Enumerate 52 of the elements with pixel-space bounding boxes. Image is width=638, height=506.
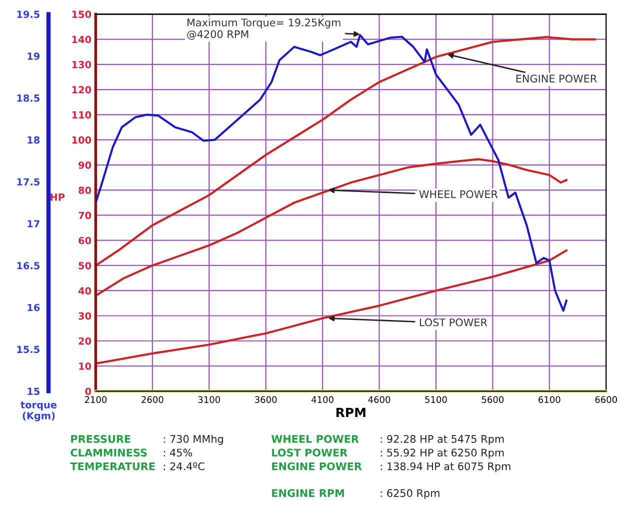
- line-series: [96, 249, 568, 365]
- x-tick-label: 4600: [368, 396, 390, 403]
- annotation: LOST POWER: [420, 318, 488, 326]
- text: CLAMMINESS : 45%: [70, 448, 192, 457]
- y-tick-label: 90: [78, 161, 92, 169]
- x-tick-label: 2100: [84, 396, 107, 403]
- y2-axis-title: torque (Kgm): [20, 401, 57, 422]
- x-tick-label: 4100: [312, 396, 334, 403]
- text: ENGINE POWER : 138.94 HP at 6075 Rpm: [272, 462, 510, 472]
- y2-tick-label: 17: [28, 220, 40, 228]
- y-tick-label: 70: [78, 212, 92, 220]
- y-tick-label: 0: [85, 388, 92, 395]
- text: WHEEL POWER : 92.28 HP at 5475 Rpm: [271, 435, 504, 445]
- y-tick-label: 100: [72, 136, 92, 144]
- y-tick-label: 110: [72, 111, 92, 119]
- y2-tick-label: 18: [28, 136, 40, 144]
- y-tick-label: 40: [78, 287, 92, 294]
- y-tick-label: 20: [78, 337, 92, 345]
- y-tick-label: 60: [78, 236, 92, 244]
- line-series: [96, 158, 568, 297]
- x-tick-label: 5600: [482, 396, 504, 403]
- y2-tick-label: 19.5: [17, 10, 40, 18]
- y-tick-label: 80: [78, 186, 92, 194]
- x-tick-label: 2600: [142, 396, 164, 403]
- text: LOST POWER : 55.92 HP at 6250 Rpm: [272, 448, 504, 459]
- x-tick-label: 6100: [538, 396, 560, 403]
- annotation: Maximum Torque= 19.25Kgm @4200 RPM: [187, 18, 340, 40]
- x-tick-label: 6600: [595, 396, 617, 403]
- y2-tick-label: 18.5: [17, 94, 40, 102]
- y-tick-label: 120: [72, 86, 92, 94]
- y-tick-label: 50: [78, 262, 92, 270]
- x-tick-label: 3600: [255, 396, 277, 403]
- text: TEMPERATURE: 24.4ºC: [70, 462, 204, 470]
- y-tick-label: 30: [78, 312, 92, 320]
- x-tick-label: 5100: [425, 396, 447, 403]
- annotation: ENGINE POWER: [516, 74, 597, 83]
- y-tick-label: 140: [72, 36, 92, 44]
- x-axis-title: RPM: [336, 408, 366, 418]
- annotation: WHEEL POWER: [419, 190, 498, 198]
- y2-tick-label: 16.5: [17, 262, 40, 270]
- x-tick-label: 3100: [198, 396, 220, 403]
- y2-tick-label: 17.5: [17, 178, 40, 186]
- y-tick-label: 10: [79, 362, 92, 370]
- y2-tick-label: 16: [28, 304, 40, 312]
- y-axis-title: HP: [50, 194, 65, 201]
- y2-tick-label: 15: [28, 388, 40, 395]
- text: PRESSURE : 730 MMhg: [71, 434, 223, 445]
- y-tick-label: 130: [72, 60, 92, 68]
- y2-tick-label: 15.5: [17, 346, 40, 354]
- y2-tick-label: 19: [28, 52, 40, 60]
- y-tick-label: 150: [72, 10, 92, 18]
- text: ENGINE RPM : 6250 Rpm: [272, 489, 440, 500]
